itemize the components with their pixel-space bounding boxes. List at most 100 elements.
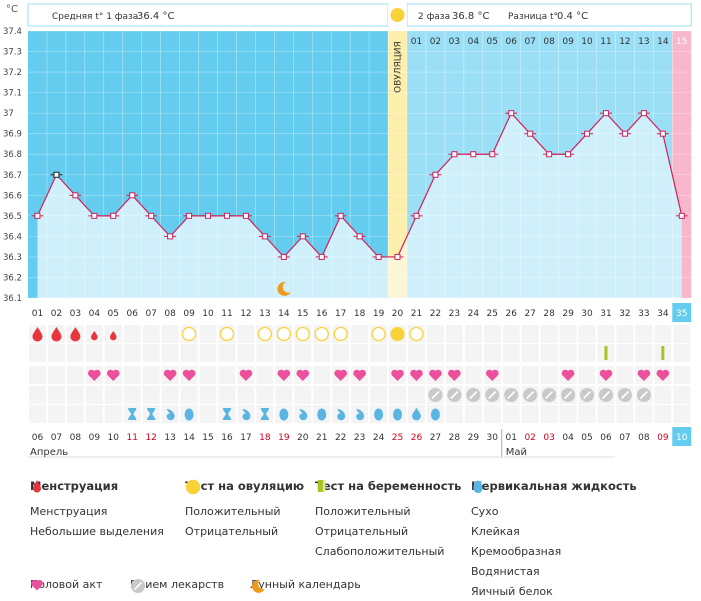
heart-icon bbox=[182, 369, 196, 381]
marker-cell bbox=[218, 386, 236, 404]
marker-cell bbox=[199, 386, 217, 404]
temperature-point bbox=[337, 212, 344, 219]
marker-cell bbox=[161, 325, 179, 343]
cycle-day-label: 07 bbox=[145, 309, 156, 319]
marker-cell bbox=[199, 344, 217, 362]
heart-icon bbox=[277, 369, 291, 381]
calendar-date-label: 07 bbox=[51, 433, 62, 443]
marker-cell bbox=[540, 325, 558, 343]
marker-cell bbox=[275, 344, 293, 362]
temperature-point bbox=[527, 130, 534, 137]
phase2-day-label: 05 bbox=[487, 37, 498, 47]
marker-cell bbox=[408, 344, 425, 362]
cycle-day-label: 11 bbox=[221, 309, 232, 319]
marker-cell bbox=[218, 344, 236, 362]
temperature-point bbox=[584, 130, 591, 137]
marker-cell bbox=[218, 366, 236, 384]
calendar-date-label: 14 bbox=[183, 433, 195, 443]
marker-cell bbox=[351, 325, 369, 343]
ovulation-negative-icon bbox=[219, 326, 235, 342]
mucus-watery-icon bbox=[411, 407, 421, 421]
y-tick-label: 36.4 bbox=[3, 232, 22, 242]
marker-cell bbox=[275, 386, 293, 404]
cycle-day-label: 31 bbox=[600, 309, 611, 319]
mucus-eggwhite-icon bbox=[430, 408, 440, 421]
temperature-point bbox=[508, 110, 515, 117]
marker-cell bbox=[559, 344, 577, 362]
heart-icon bbox=[561, 369, 575, 381]
temperature-point bbox=[91, 212, 98, 219]
y-tick-label: 36.7 bbox=[3, 171, 22, 181]
temperature-point bbox=[489, 151, 496, 158]
phase1-value: 36.4 °C bbox=[137, 11, 174, 22]
y-tick-label: 36.2 bbox=[3, 273, 22, 283]
marker-cell bbox=[85, 344, 103, 362]
marker-cell bbox=[332, 344, 350, 362]
temperature-point bbox=[678, 212, 685, 219]
calendar-date-label: 23 bbox=[354, 433, 365, 443]
legend-item-negative: Отрицательный bbox=[185, 479, 304, 541]
y-tick-label: 36.1 bbox=[3, 294, 22, 304]
marker-cell bbox=[502, 405, 520, 423]
mucus-creamy-icon bbox=[242, 409, 251, 421]
marker-cell bbox=[426, 344, 444, 362]
moon-icon bbox=[277, 281, 291, 296]
marker-cell bbox=[142, 344, 160, 362]
heart-icon bbox=[353, 369, 366, 381]
calendar-date-label: 10 bbox=[108, 433, 120, 443]
marker-cell bbox=[673, 325, 691, 343]
marker-cell bbox=[123, 344, 141, 362]
legend-title: Цервикальная жидкость bbox=[471, 479, 637, 493]
marker-cell bbox=[199, 405, 217, 423]
phase2-day-label: 07 bbox=[524, 37, 535, 47]
temperature-point bbox=[280, 253, 287, 260]
heart-icon bbox=[88, 369, 101, 381]
marker-cell bbox=[351, 344, 369, 362]
marker-cell bbox=[66, 344, 84, 362]
heart-icon bbox=[485, 369, 499, 381]
marker-cell bbox=[654, 325, 672, 343]
temperature-point bbox=[129, 192, 136, 199]
calendar-date-label: 24 bbox=[373, 433, 385, 443]
calendar-date-label: 30 bbox=[487, 433, 499, 443]
ovulation-area bbox=[388, 236, 407, 298]
cycle-day-label: 29 bbox=[562, 309, 574, 319]
calendar-date-label: 12 bbox=[145, 433, 156, 443]
calendar-date-label: 03 bbox=[543, 433, 554, 443]
y-tick-label: 37.1 bbox=[3, 89, 22, 99]
marker-cell bbox=[180, 386, 198, 404]
cycle-day-label: 35 bbox=[676, 309, 687, 319]
marker-cell bbox=[85, 405, 103, 423]
mucus-eggwhite-icon bbox=[473, 481, 483, 493]
drop-small-icon bbox=[91, 331, 98, 341]
marker-cell bbox=[313, 366, 331, 384]
legend-label: Положительный bbox=[185, 504, 281, 518]
ovulation-label: ОВУЛЯЦИЯ bbox=[394, 41, 404, 93]
marker-cell bbox=[66, 386, 84, 404]
marker-cell bbox=[161, 344, 179, 362]
marker-cell bbox=[578, 405, 596, 423]
cycle-day-label: 05 bbox=[108, 309, 119, 319]
legend-title: Тест на овуляцию bbox=[185, 479, 305, 493]
cycle-day-label: 27 bbox=[524, 309, 535, 319]
phase2-day-label: 13 bbox=[638, 37, 649, 47]
phase2-day-label: 06 bbox=[505, 37, 517, 47]
marker-cell bbox=[47, 344, 65, 362]
marker-cell bbox=[464, 344, 482, 362]
temperature-point bbox=[356, 233, 363, 240]
mucus-sticky-icon bbox=[222, 408, 231, 420]
marker-cell bbox=[578, 366, 596, 384]
temperature-point bbox=[565, 151, 572, 158]
pill-line bbox=[564, 390, 573, 400]
cycle-day-label: 12 bbox=[240, 309, 251, 319]
legend-item-positive: Положительный bbox=[185, 480, 304, 521]
marker-cell bbox=[313, 386, 331, 404]
temperature-point bbox=[223, 212, 230, 219]
marker-cell bbox=[408, 386, 425, 404]
y-tick-label: 36.6 bbox=[3, 191, 22, 201]
legend-label: Слабоположительный bbox=[315, 544, 445, 558]
marker-cell bbox=[29, 366, 46, 384]
calendar-date-label: 06 bbox=[600, 433, 612, 443]
legend-item-sticky: Клейкая bbox=[471, 481, 637, 541]
temperature-chart: °C 37.4 37.3 37.2 37.1 37 36.9 36.8 36.7 36.6 36.5… bbox=[3, 3, 692, 458]
